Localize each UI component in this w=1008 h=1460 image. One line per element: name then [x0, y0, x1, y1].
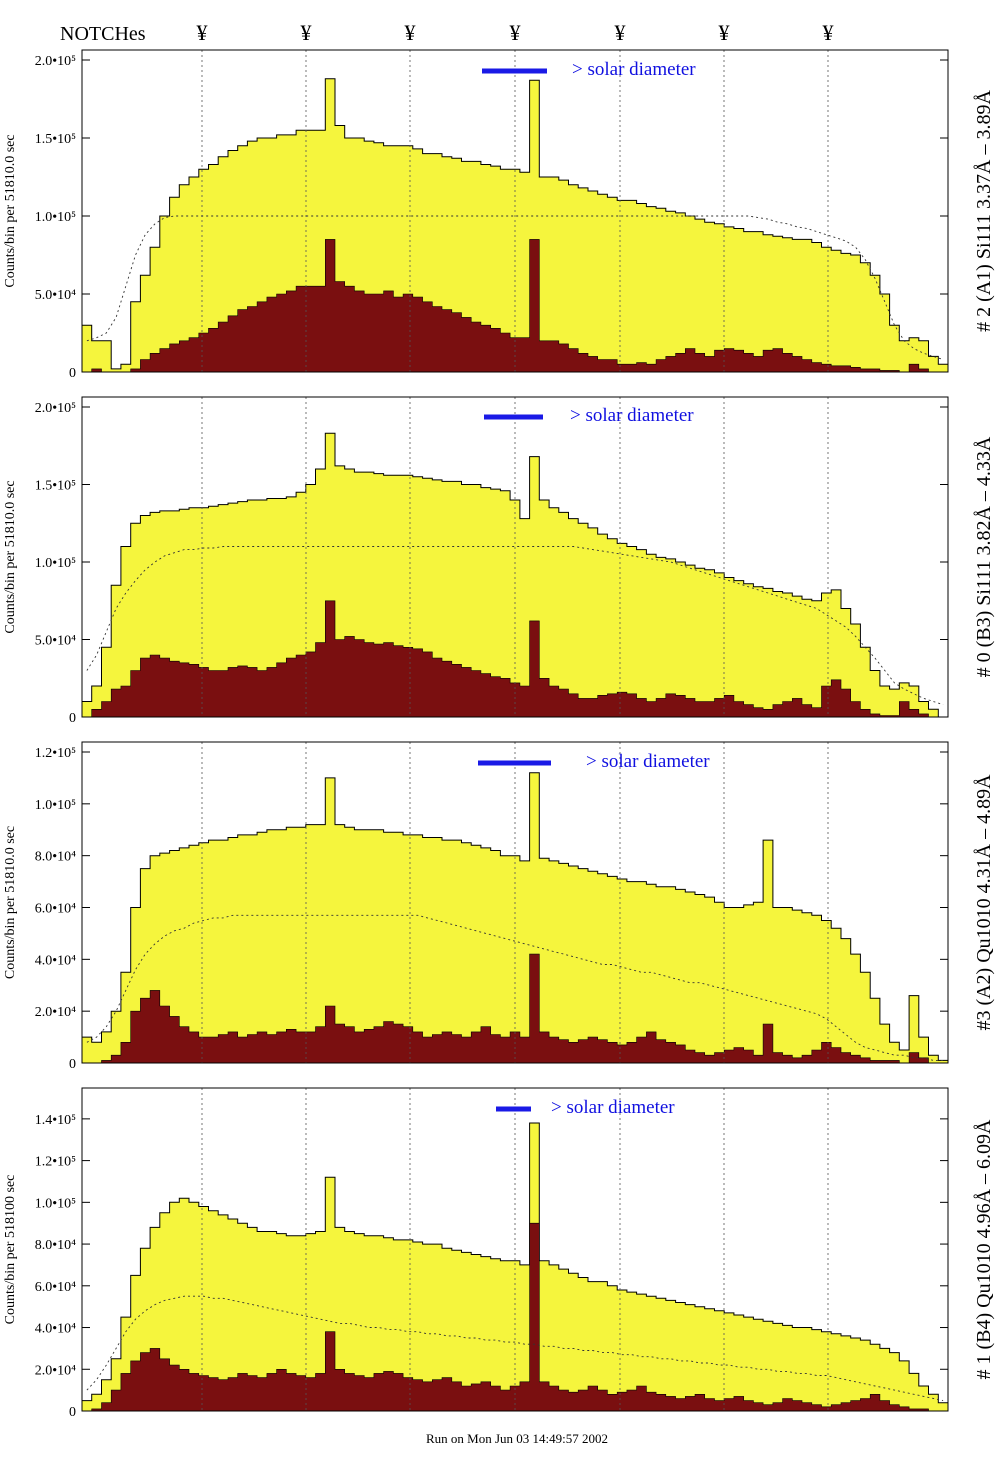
plot-area [82, 1088, 948, 1411]
y-tick-label: 1.0•10⁵ [35, 210, 76, 225]
y-tick-label: 4.0•10⁴ [35, 1322, 76, 1337]
plot-frame [81, 741, 949, 1064]
y-tick-label: 1.2•10⁵ [35, 746, 76, 761]
y-tick-label: 2.0•10⁵ [35, 401, 76, 416]
solar-diameter-annotation: > solar diameter [570, 405, 694, 426]
model-curve [86, 1295, 944, 1402]
notches-label: NOTCHes [60, 23, 146, 45]
plot-frame [81, 1087, 949, 1412]
y-tick-label: 6.0•10⁴ [35, 1280, 76, 1295]
panel-2: 0 5.0•10⁴ 1.0•10⁵ 1.5•10⁵ 2.0•10⁵ Counts/bin … [3, 396, 995, 726]
plot-area [82, 397, 948, 717]
y-tick-label: 0 [69, 1057, 76, 1072]
y-tick-label: 8.0•10⁴ [35, 1238, 76, 1253]
background-counts-series [82, 1222, 948, 1411]
background-counts-series [82, 953, 948, 1063]
model-curve [86, 215, 944, 360]
y-tick-label: 6.0•10⁴ [35, 902, 76, 917]
y-tick-label: 1.4•10⁵ [35, 1113, 76, 1128]
notch-markers: ¥ ¥ ¥ ¥ ¥ ¥ ¥ [197, 20, 834, 45]
plot-area [82, 742, 948, 1063]
panel-1: 0 5.0•10⁴ 1.0•10⁵ 1.5•10⁵ 2.0•10⁵ Counts/bin … [3, 49, 995, 381]
notch-marker-3: ¥ [405, 20, 416, 45]
notch-marker-5: ¥ [615, 20, 626, 45]
chart-panels: 0 5.0•10⁴ 1.0•10⁵ 1.5•10⁵ 2.0•10⁵ Counts/bin … [3, 49, 995, 1420]
notch-marker-4: ¥ [510, 20, 521, 45]
solar-diameter-annotation: > solar diameter [586, 751, 710, 772]
y-tick-label: 2.0•10⁴ [35, 1005, 76, 1020]
background-counts-series [82, 239, 948, 372]
y-tick-label: 2.0•10⁵ [35, 54, 76, 69]
y-tick-label: 1.0•10⁵ [35, 1196, 76, 1211]
notch-marker-7: ¥ [823, 20, 834, 45]
y-tick-label: 1.2•10⁵ [35, 1155, 76, 1170]
y-tick-label: 1.0•10⁵ [35, 798, 76, 813]
notch-marker-6: ¥ [719, 20, 730, 45]
detector-label: # 0 (B3) Si111 3.82Å – 4.33Å [973, 436, 995, 677]
y-tick-label: 5.0•10⁴ [35, 634, 76, 649]
y-axis-label: Counts/bin per 51810.0 sec [3, 826, 18, 979]
background-counts-series [82, 600, 948, 717]
y-tick-label: 0 [69, 366, 76, 381]
y-axis-label: Counts/bin per 518100 sec [3, 1175, 18, 1325]
y-tick-label: 1.5•10⁵ [35, 132, 76, 147]
run-footer: Run on Mon Jun 03 14:49:57 2002 [426, 1431, 608, 1446]
notch-marker-1: ¥ [197, 20, 208, 45]
detector-label: # 1 (B4) Qu1010 4.96Å – 6.09Å [973, 1119, 995, 1380]
plot-area [82, 50, 948, 372]
y-tick-label: 8.0•10⁴ [35, 850, 76, 865]
model-curve [86, 546, 944, 706]
panel-4: 0 2.0•10⁴ 4.0•10⁴ 6.0•10⁴ 8.0•10⁴ 1.0•10⁵ 1.2•… [3, 1087, 995, 1420]
total-counts-series [82, 432, 948, 717]
panel-3: 0 2.0•10⁴ 4.0•10⁴ 6.0•10⁴ 8.0•10⁴ 1.0•10⁵ 1.2•… [3, 741, 995, 1072]
plot-frame [81, 49, 949, 373]
model-curve [86, 914, 944, 1061]
y-tick-label: 5.0•10⁴ [35, 288, 76, 303]
y-tick-label: 0 [69, 1405, 76, 1420]
y-tick-label: 0 [69, 711, 76, 726]
total-counts-series [82, 1122, 948, 1411]
plot-frame [81, 396, 949, 718]
y-axis-label: Counts/bin per 51810.0 sec [3, 134, 18, 287]
y-tick-label: 1.5•10⁵ [35, 479, 76, 494]
y-tick-label: 4.0•10⁴ [35, 953, 76, 968]
y-tick-label: 2.0•10⁴ [35, 1363, 76, 1378]
y-tick-label: 1.0•10⁵ [35, 556, 76, 571]
detector-label: #3 (A2) Qu1010 4.31Å – 4.89Å [973, 774, 995, 1031]
y-axis-label: Counts/bin per 51810.0 sec [3, 480, 18, 633]
detector-label: # 2 (A1) Si111 3.37Å – 3.89Å [973, 90, 995, 332]
solar-diameter-annotation: > solar diameter [551, 1097, 675, 1118]
solar-diameter-annotation: > solar diameter [572, 59, 696, 80]
notch-marker-2: ¥ [301, 20, 312, 45]
